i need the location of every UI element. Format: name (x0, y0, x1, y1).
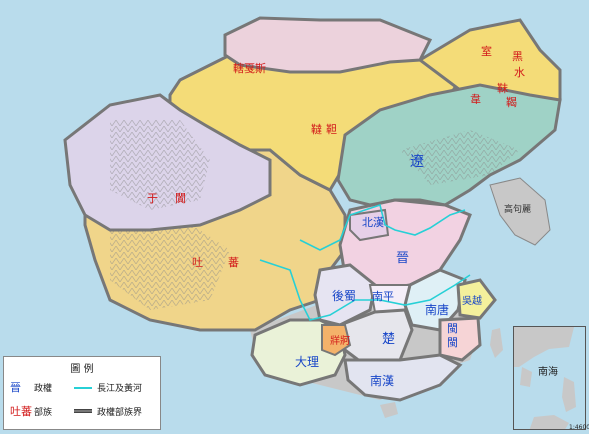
river-yellow (299, 203, 466, 251)
label-min: 閩 (447, 322, 458, 335)
legend-border-line (74, 409, 92, 413)
label-south-sea: 南海 (538, 365, 558, 378)
region-wuyue (456, 278, 497, 320)
region-ziqiang (321, 324, 352, 357)
label-kirghiz: 轄戛斯 (233, 61, 266, 75)
label-nanping: 南平 (372, 290, 394, 303)
label-mohe: 靺 (497, 82, 508, 95)
region-nanhan (343, 353, 463, 402)
region-min (438, 316, 482, 362)
south-sea-inset: 南海 (513, 326, 586, 430)
label-heijia: 韋 (470, 93, 481, 106)
label-houshu: 後蜀 (332, 289, 356, 303)
island-taiwan (490, 328, 503, 358)
legend-tribe-label: 部族 (34, 408, 53, 418)
legend-tribe-symbol: 吐蕃 (10, 405, 32, 418)
label-shiwei: 室 (481, 44, 492, 58)
legend-polity-symbol: 晉 (10, 381, 21, 394)
legend-river-line (74, 387, 92, 389)
region-houshu (313, 263, 377, 327)
region-kirghiz (223, 16, 433, 74)
region-beihan (349, 208, 390, 242)
legend-polity-label: 政權 (34, 384, 53, 394)
label-dali: 大理 (295, 355, 319, 369)
map-legend: 圖 例 晉 政權 長江及黃河 吐蕃 部族 政權部族界 (3, 356, 161, 430)
label-jin: 晉 (396, 251, 409, 266)
label-heishui: 黑 (512, 50, 523, 63)
label-mohe2: 鞨 (506, 95, 517, 109)
label-tatar2: 靼 (326, 122, 337, 136)
scale-label: 1:4600000 (569, 424, 589, 431)
legend-title: 圖 例 (70, 364, 94, 375)
label-tatar: 韃 (311, 122, 322, 136)
label-tibet2: 蕃 (228, 256, 239, 269)
label-khotan2: 闐 (175, 192, 186, 205)
label-chu: 楚 (382, 332, 395, 347)
label-nantang: 南唐 (425, 302, 449, 317)
label-beihan: 北漢 (362, 216, 384, 229)
island-hainan (380, 402, 398, 418)
label-wuyue: 吳越 (462, 294, 482, 307)
label-heishui2: 水 (514, 66, 525, 79)
label-goryeo: 高句麗 (504, 203, 531, 215)
legend-border-label: 政權部族界 (97, 408, 143, 418)
label-liao: 遼 (410, 154, 424, 170)
label-nanhan: 南漢 (370, 373, 394, 388)
label-ziqiang: 牂牁 (330, 334, 350, 347)
label-tibet: 吐 (192, 256, 203, 269)
river-yangtze (259, 259, 471, 321)
label-khotan: 于 (147, 192, 158, 205)
label-min2: 閩 (447, 336, 458, 349)
inset-map: 南海 (514, 327, 576, 429)
legend-river-label: 長江及黃河 (97, 384, 143, 394)
region-chu (338, 308, 414, 367)
region-goryeo (489, 177, 551, 246)
